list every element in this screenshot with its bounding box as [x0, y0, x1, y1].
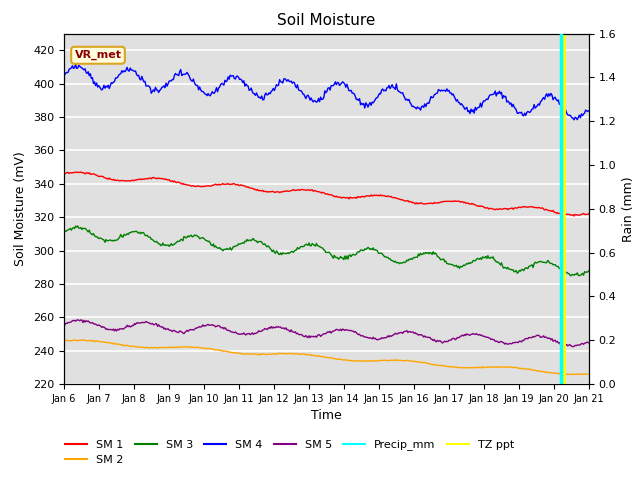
- Y-axis label: Rain (mm): Rain (mm): [622, 176, 635, 241]
- X-axis label: Time: Time: [311, 409, 342, 422]
- Y-axis label: Soil Moisture (mV): Soil Moisture (mV): [15, 151, 28, 266]
- Title: Soil Moisture: Soil Moisture: [277, 13, 376, 28]
- Legend: SM 1, SM 2, SM 3, SM 4, SM 5, Precip_mm, TZ ppt: SM 1, SM 2, SM 3, SM 4, SM 5, Precip_mm,…: [61, 435, 518, 469]
- Text: VR_met: VR_met: [74, 50, 122, 60]
